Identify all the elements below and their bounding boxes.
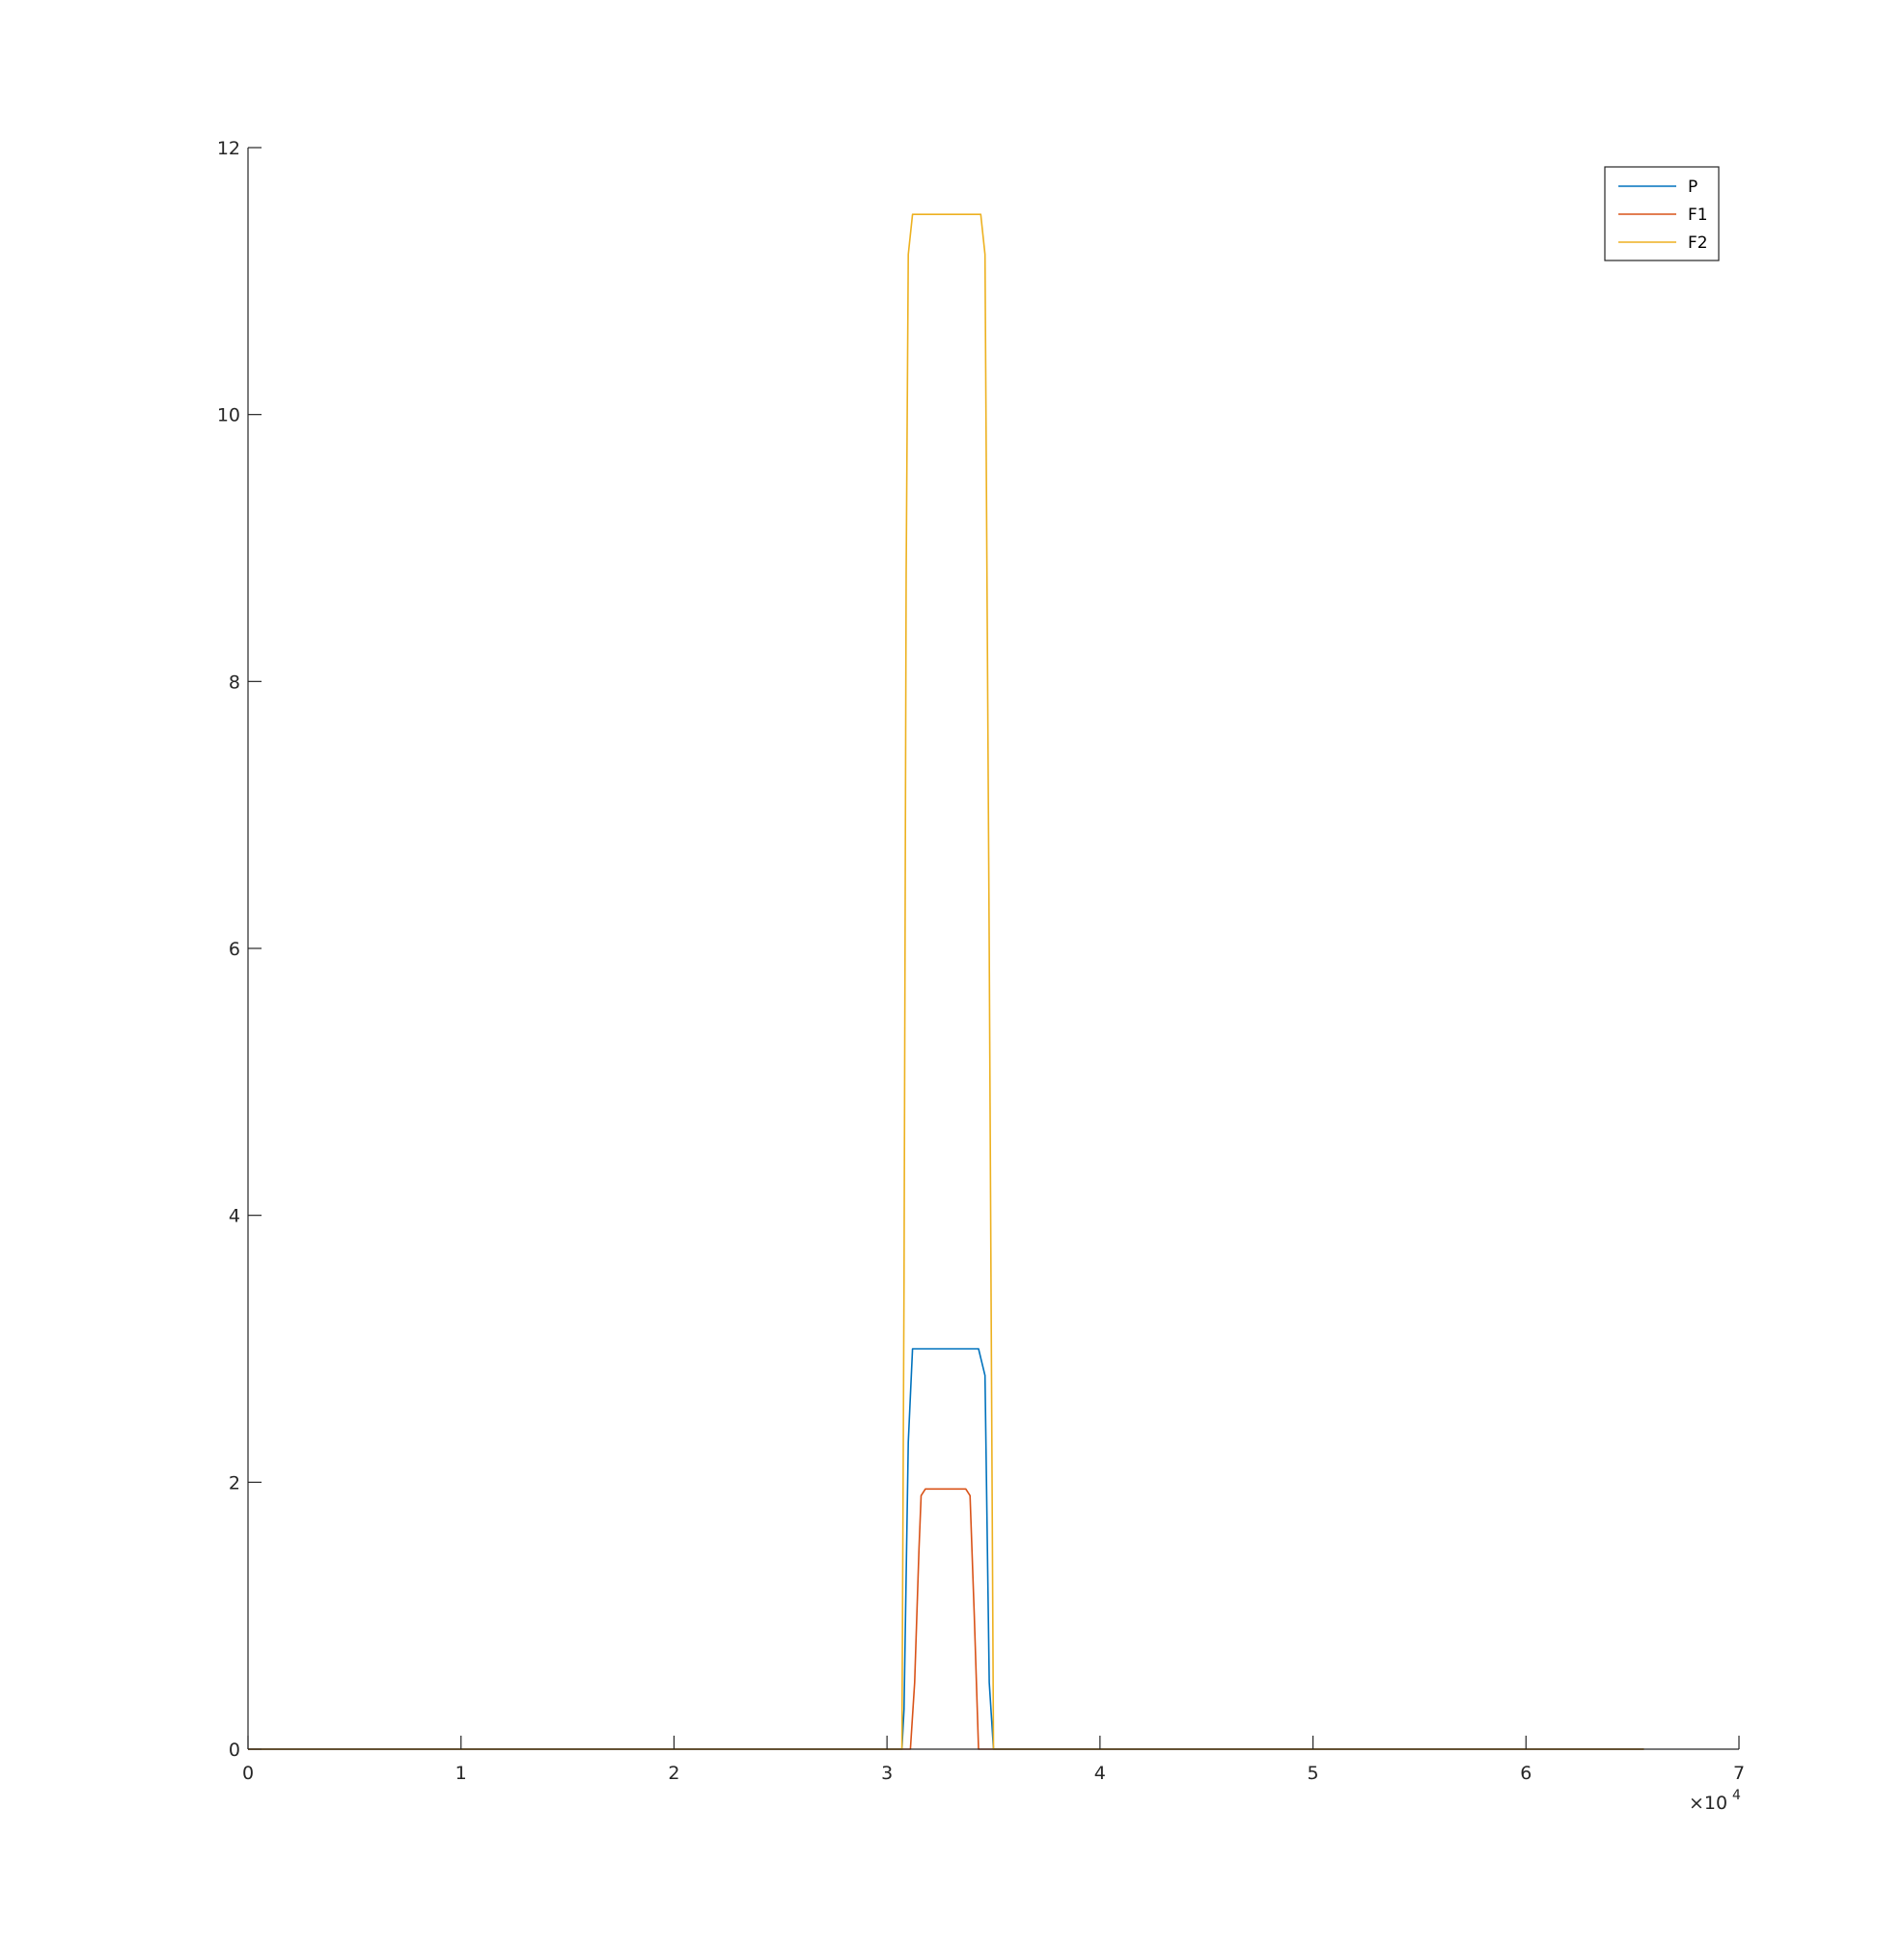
y-tick-label: 4 (229, 1206, 240, 1227)
series-layer (248, 213, 1644, 1750)
series-line-f1 (248, 1488, 1644, 1750)
y-tick-label: 8 (229, 672, 240, 693)
legend: P F1 F2 (1604, 166, 1720, 261)
y-tick-label: 2 (229, 1472, 240, 1494)
x-tick-label: 1 (455, 1763, 467, 1784)
y-tick-label: 12 (217, 138, 240, 159)
x-tick-label: 6 (1520, 1763, 1531, 1784)
x-tick-label: 2 (668, 1763, 679, 1784)
legend-label-f1: F1 (1688, 206, 1708, 225)
x-tick-label: 5 (1308, 1763, 1319, 1784)
x-tick-label: 4 (1094, 1763, 1106, 1784)
x-exponent-label: ×10 (1689, 1793, 1727, 1814)
series-line-f2 (248, 213, 1644, 1750)
series-line-p (248, 1348, 1644, 1750)
x-exponent-power: 4 (1732, 1788, 1741, 1803)
y-tick-label: 6 (229, 939, 240, 960)
legend-label-f2: F2 (1688, 233, 1708, 253)
x-tick-label: 7 (1733, 1763, 1745, 1784)
legend-label-p: P (1688, 178, 1697, 197)
x-tick-label: 0 (242, 1763, 254, 1784)
x-tick-label: 3 (881, 1763, 893, 1784)
y-tick-label: 10 (217, 405, 240, 426)
y-tick-label: 0 (229, 1740, 240, 1761)
